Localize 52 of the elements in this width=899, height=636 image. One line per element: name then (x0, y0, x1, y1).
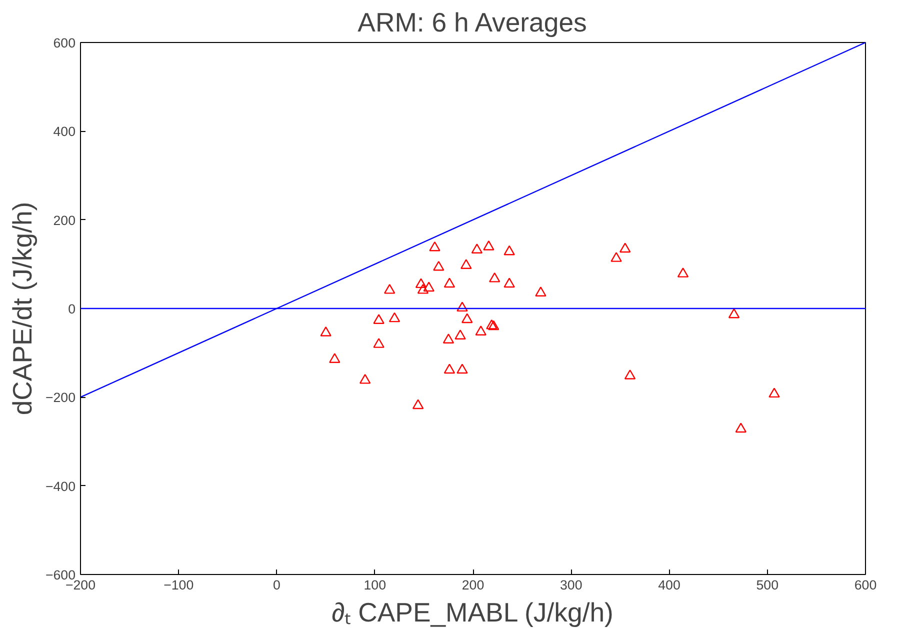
point (456, 302, 468, 312)
point (444, 278, 456, 288)
x-axis-title: ∂ₜ CAPE_MABL (J/kg/h) (332, 598, 614, 628)
y-tick-label: 200 (53, 212, 76, 228)
point (415, 278, 427, 288)
x-tick-label: 300 (560, 578, 582, 592)
point (442, 334, 454, 344)
x-tick-label: −100 (164, 578, 194, 592)
y-tick-label: 400 (53, 124, 76, 140)
point (454, 330, 466, 340)
point (359, 374, 371, 384)
point (462, 313, 473, 324)
y-tick-label: 600 (53, 36, 76, 50)
y-tick-label: 0 (68, 302, 76, 316)
point (329, 353, 340, 363)
y-tick-label: −200 (45, 390, 76, 406)
point (768, 388, 780, 398)
point (373, 314, 384, 324)
x-tick-label: 100 (364, 578, 386, 592)
x-tick-label: 200 (462, 578, 484, 592)
point (429, 241, 440, 252)
point (388, 312, 400, 322)
point (624, 370, 636, 380)
point (423, 282, 434, 292)
x-tick-label: 600 (854, 578, 877, 592)
y-axis-title: dCAPE/dt (J/kg/h) (7, 202, 38, 416)
point (444, 364, 456, 374)
point (471, 244, 483, 254)
point (619, 242, 631, 253)
point (475, 326, 486, 336)
point (384, 284, 396, 294)
point (417, 284, 429, 294)
point (433, 260, 444, 271)
point (677, 268, 689, 278)
point (483, 240, 494, 250)
point (535, 286, 546, 296)
point (373, 338, 384, 348)
y-tick-label: −400 (45, 478, 76, 494)
point (488, 272, 500, 282)
point (412, 399, 424, 410)
point (728, 308, 740, 318)
point (320, 326, 332, 336)
point (504, 245, 515, 256)
point (735, 422, 746, 433)
x-tick-label: 500 (756, 578, 779, 592)
point (456, 364, 468, 374)
point (504, 278, 515, 288)
x-tick-label: 400 (658, 578, 680, 592)
point (610, 252, 622, 262)
x-tick-label: 0 (273, 578, 280, 592)
chart-title: ARM: 6 h Averages (358, 8, 587, 38)
point (460, 259, 472, 269)
